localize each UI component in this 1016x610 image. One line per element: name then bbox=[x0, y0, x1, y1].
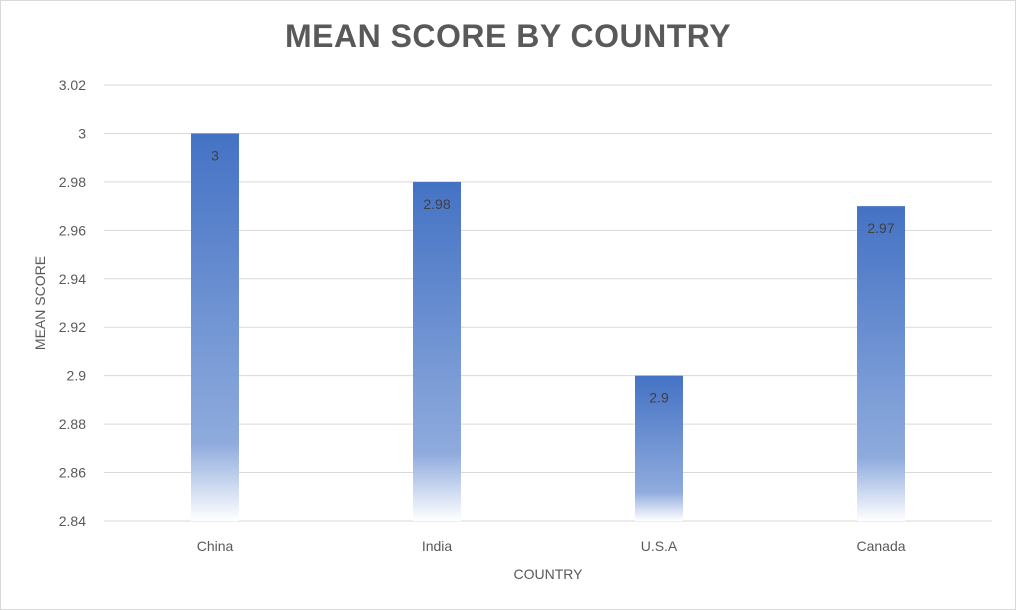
bar-india bbox=[413, 181, 461, 521]
bars bbox=[191, 133, 905, 521]
gridlines bbox=[104, 84, 992, 522]
data-label: 2.98 bbox=[423, 196, 450, 212]
bar-canada bbox=[857, 206, 905, 521]
y-tick-label: 2.84 bbox=[59, 513, 86, 529]
y-tick-label: 2.98 bbox=[59, 174, 86, 190]
x-tick-label: U.S.A bbox=[641, 538, 678, 554]
y-tick-label: 2.94 bbox=[59, 271, 86, 287]
chart-title: MEAN SCORE BY COUNTRY bbox=[284, 18, 732, 54]
y-tick-label: 2.86 bbox=[59, 465, 86, 481]
bar-china bbox=[191, 133, 239, 521]
y-axis-ticks: 2.84 2.86 2.88 2.9 2.92 2.94 2.96 2.98 3 3.02 bbox=[59, 77, 86, 529]
x-tick-label: China bbox=[197, 538, 234, 554]
data-labels: 3 2.98 2.9 2.97 bbox=[211, 147, 895, 405]
x-axis-title: COUNTRY bbox=[514, 566, 584, 582]
data-label: 2.9 bbox=[649, 390, 669, 406]
y-tick-label: 2.96 bbox=[59, 222, 86, 238]
y-tick-label: 2.92 bbox=[59, 319, 86, 335]
y-axis-title: MEAN SCORE bbox=[32, 256, 48, 350]
data-label: 3 bbox=[211, 147, 219, 163]
data-label: 2.97 bbox=[867, 220, 894, 236]
y-tick-label: 3.02 bbox=[59, 77, 86, 93]
y-tick-label: 3 bbox=[78, 125, 86, 141]
y-tick-label: 2.9 bbox=[67, 368, 87, 384]
x-axis-ticks: China India U.S.A Canada bbox=[197, 538, 906, 554]
x-tick-label: India bbox=[422, 538, 453, 554]
y-tick-label: 2.88 bbox=[59, 416, 86, 432]
x-tick-label: Canada bbox=[856, 538, 905, 554]
bar-u-s-a bbox=[635, 375, 683, 521]
